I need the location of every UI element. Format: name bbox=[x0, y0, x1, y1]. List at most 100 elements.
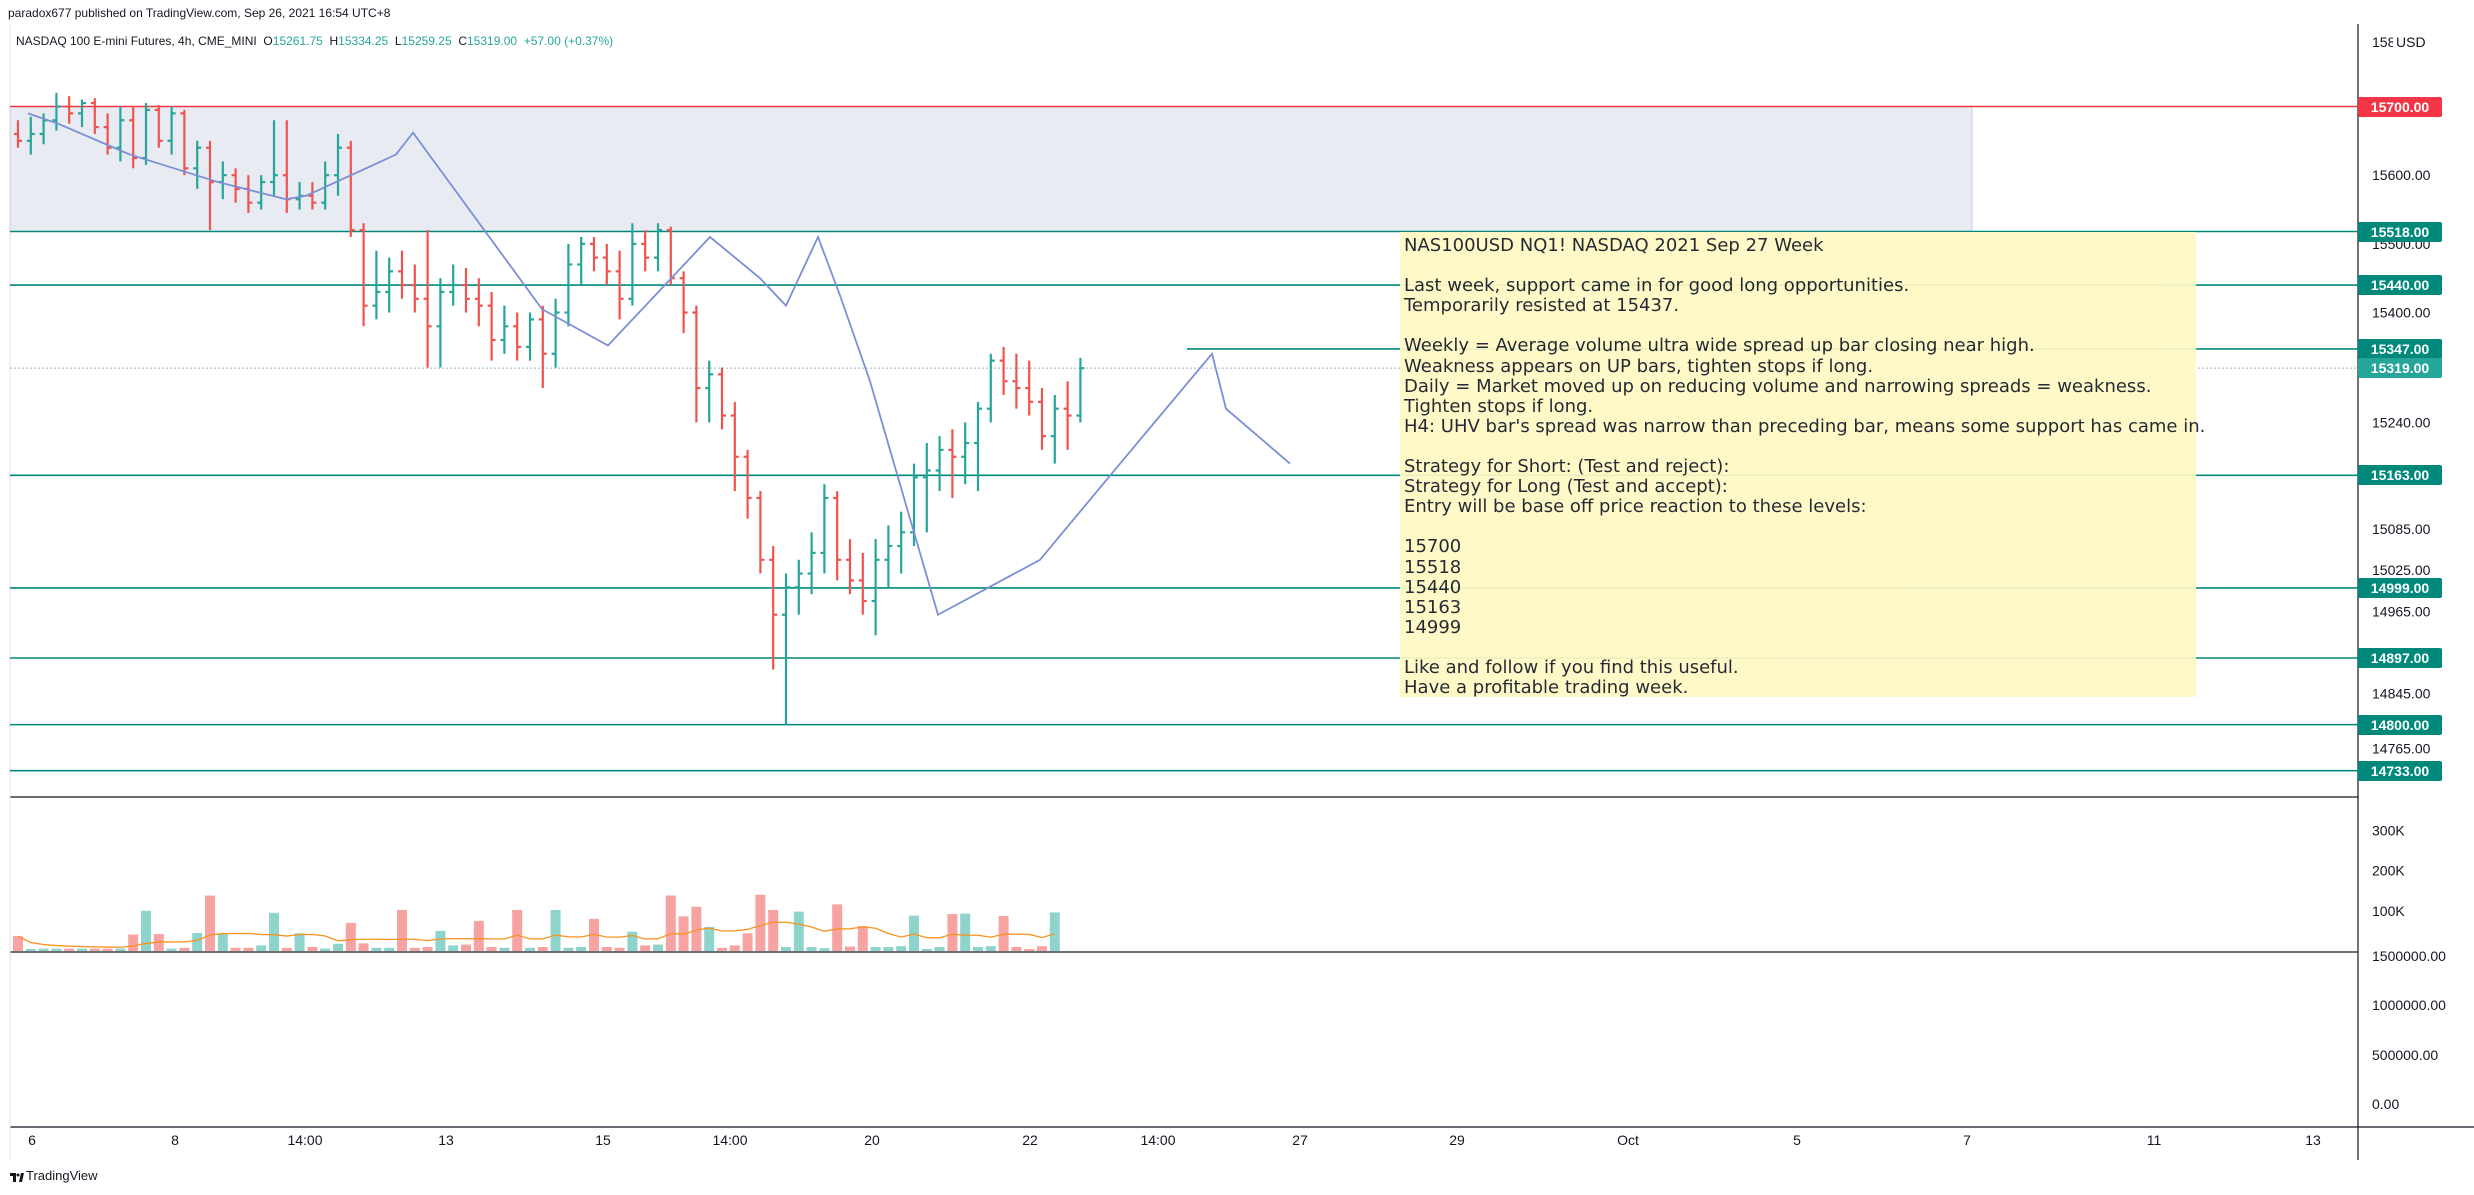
publish-info: paradox677 published on TradingView.com,… bbox=[8, 6, 391, 20]
volume-bar bbox=[192, 932, 203, 951]
volume-bar bbox=[384, 947, 395, 951]
tradingview-footer: TradingView bbox=[10, 1168, 98, 1183]
time-axis-tick: 22 bbox=[1022, 1132, 1038, 1148]
volume-bar bbox=[128, 934, 139, 951]
time-axis-tick: 6 bbox=[28, 1132, 36, 1148]
ohlc-bar bbox=[590, 236, 598, 272]
volume-bar bbox=[576, 946, 587, 951]
ohlc-bar bbox=[436, 278, 445, 368]
volume-bar bbox=[115, 948, 126, 951]
footer-brand: TradingView bbox=[26, 1168, 98, 1183]
ohlc-bar bbox=[948, 429, 957, 498]
volume-bar bbox=[448, 945, 459, 951]
time-axis-tick: 13 bbox=[438, 1132, 454, 1148]
volume-bar bbox=[499, 947, 510, 951]
ohlc-bar bbox=[999, 346, 1008, 395]
ohlc-bar bbox=[756, 491, 765, 574]
volume-bar bbox=[704, 926, 715, 951]
ohlc-bar bbox=[423, 230, 432, 368]
volume-bar bbox=[793, 911, 804, 951]
price-axis-tick: 14845.00 bbox=[2372, 686, 2431, 702]
time-axis-tick: Oct bbox=[1617, 1132, 1639, 1148]
volume-bar bbox=[1049, 912, 1060, 951]
ohlc-bar bbox=[410, 264, 419, 313]
currency-label[interactable]: USD bbox=[2393, 34, 2429, 50]
ohlc-bar bbox=[577, 236, 586, 286]
ohlc-bar bbox=[500, 305, 509, 354]
ohlc-bar bbox=[372, 250, 381, 320]
ohlc-bar bbox=[884, 525, 893, 588]
price-label-14800.00: 14800.00 bbox=[2358, 714, 2442, 735]
trendline-zigzag bbox=[27, 112, 1291, 617]
volume-bar bbox=[537, 946, 548, 951]
ohlc-bar bbox=[641, 230, 650, 272]
ohlc-bar bbox=[1063, 381, 1072, 450]
volume-bar bbox=[25, 948, 36, 951]
price-axis-tick: 15085.00 bbox=[2372, 521, 2431, 537]
volume-bar bbox=[601, 946, 612, 951]
ohlc-bar bbox=[718, 367, 726, 430]
ohlc-bar bbox=[654, 223, 662, 272]
volume-bar bbox=[358, 943, 369, 951]
price-axis-tick: 14965.00 bbox=[2372, 603, 2431, 619]
analysis-note[interactable]: NAS100USD NQ1! NASDAQ 2021 Sep 27 Week L… bbox=[1400, 232, 2205, 698]
volume-bar bbox=[614, 947, 625, 951]
volume-bar bbox=[691, 906, 702, 951]
volume-bar bbox=[870, 946, 881, 951]
volume-bar bbox=[179, 947, 190, 951]
ohlc-bar bbox=[487, 291, 496, 361]
price-label-14733.00: 14733.00 bbox=[2358, 760, 2442, 781]
volume-bar bbox=[729, 945, 740, 951]
ohlc-bar bbox=[474, 278, 483, 327]
ohlc-bar bbox=[897, 511, 906, 574]
volume-bar bbox=[397, 909, 407, 951]
volume-bar bbox=[665, 895, 676, 951]
volume-bar bbox=[64, 948, 75, 951]
ohlc-bar bbox=[167, 106, 176, 155]
ohlc-bar bbox=[346, 140, 355, 237]
price-label-15163.00: 15163.00 bbox=[2358, 465, 2442, 486]
time-axis-tick: 27 bbox=[1292, 1132, 1308, 1148]
volume-bar bbox=[934, 946, 945, 951]
low-value: 15259.25 bbox=[401, 34, 452, 48]
ohlc-bar bbox=[52, 92, 61, 131]
symbol-name: NASDAQ 100 E-mini Futures, 4h, CME_MINI bbox=[16, 34, 257, 48]
volume-bar bbox=[461, 944, 471, 951]
volume-bar bbox=[13, 936, 23, 951]
volume-bar bbox=[333, 943, 343, 951]
time-axis-tick: 14:00 bbox=[712, 1132, 747, 1148]
volume-bar bbox=[550, 909, 561, 951]
tradingview-logo-icon bbox=[10, 1171, 24, 1182]
volume-axis-tick: 200K bbox=[2372, 863, 2405, 879]
lower-pane-tick: 1000000.00 bbox=[2372, 997, 2446, 1013]
ohlc-bar bbox=[103, 113, 112, 155]
volume-bar bbox=[947, 914, 958, 951]
ohlc-bar bbox=[922, 443, 931, 533]
volume-bar bbox=[473, 920, 484, 951]
ohlc-bar bbox=[65, 96, 74, 124]
ohlc-bar bbox=[794, 559, 803, 615]
time-axis-tick: 8 bbox=[171, 1132, 179, 1148]
volume-bar bbox=[307, 946, 318, 951]
volume-bar bbox=[102, 948, 113, 951]
time-axis-tick: 15 bbox=[595, 1132, 611, 1148]
ohlc-bar bbox=[1025, 360, 1034, 416]
volume-bar bbox=[512, 909, 523, 951]
volume-bar bbox=[806, 946, 817, 951]
ohlc-bar bbox=[615, 250, 624, 320]
volume-ma-line bbox=[17, 921, 1055, 948]
volume-axis-tick: 300K bbox=[2372, 822, 2405, 838]
volume-bar bbox=[345, 922, 356, 951]
ohlc-bar bbox=[385, 257, 394, 313]
ohlc-bar bbox=[193, 140, 202, 189]
price-label-15347.00: 15347.00 bbox=[2358, 338, 2442, 359]
price-axis-tick-top: 158 bbox=[2372, 34, 2396, 50]
ohlc-bar bbox=[462, 267, 470, 313]
volume-bar bbox=[563, 947, 574, 951]
time-axis-tick: 29 bbox=[1449, 1132, 1465, 1148]
volume-bar bbox=[371, 947, 382, 951]
volume-axis-tick: 100K bbox=[2372, 903, 2405, 919]
ohlc-bar bbox=[628, 223, 637, 306]
close-value: 15319.00 bbox=[467, 34, 518, 48]
